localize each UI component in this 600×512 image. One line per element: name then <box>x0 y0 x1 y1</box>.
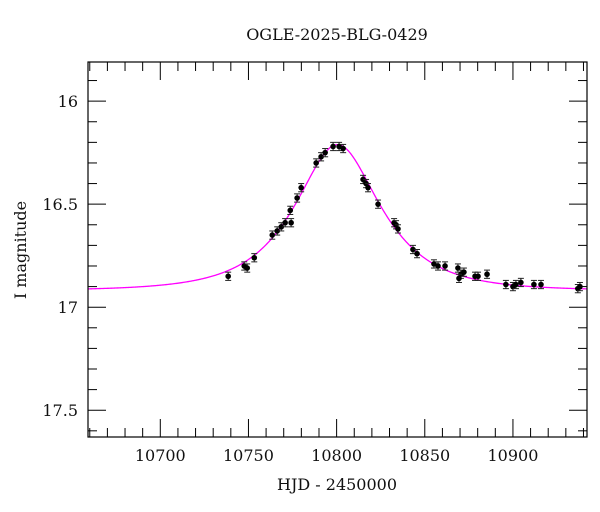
plot-frame <box>87 61 588 438</box>
data-point <box>454 263 461 273</box>
data-point <box>225 271 232 281</box>
data-point <box>394 224 401 234</box>
data-point <box>287 205 294 215</box>
data-point <box>282 218 289 228</box>
y-tick-label: 17 <box>58 298 78 317</box>
data-point <box>322 148 329 158</box>
data-point <box>375 199 382 209</box>
y-tick-label: 17.5 <box>42 401 78 420</box>
y-axis-tick-labels: 16 16.5 17 17.5 <box>42 92 78 420</box>
data-point <box>460 267 467 277</box>
data-point <box>294 193 301 203</box>
data-point <box>313 158 320 168</box>
x-tick-label: 10800 <box>311 446 362 465</box>
data-point <box>435 261 442 271</box>
data-point <box>298 183 305 193</box>
y-axis-label: I magnitude <box>11 201 30 299</box>
data-point <box>244 263 251 273</box>
data-point <box>241 261 248 271</box>
data-point <box>517 277 524 288</box>
x-tick-label: 10750 <box>223 446 274 465</box>
x-axis-tick-labels: 10700 10750 10800 10850 10900 <box>135 446 539 465</box>
data-point <box>502 279 509 290</box>
y-tick-label: 16 <box>58 92 78 111</box>
data-point <box>475 271 482 281</box>
data-point <box>340 143 347 154</box>
data-point <box>509 281 516 292</box>
data-point <box>288 218 295 228</box>
data-point <box>442 261 449 271</box>
data-point <box>251 253 258 263</box>
data-point <box>484 269 491 279</box>
data-point <box>365 183 372 193</box>
model-curve <box>88 143 587 290</box>
x-tick-label: 10850 <box>399 446 450 465</box>
x-axis-label: HJD - 2450000 <box>277 475 397 494</box>
data-point <box>537 279 544 290</box>
data-point <box>330 141 337 152</box>
data-point <box>409 244 416 255</box>
data-point <box>414 249 421 259</box>
data-point <box>530 279 537 290</box>
data-point <box>269 230 276 240</box>
chart-title: OGLE-2025-BLG-0429 <box>246 25 428 44</box>
model-line <box>88 143 587 290</box>
plot-area <box>87 61 588 438</box>
data-point <box>512 279 519 290</box>
x-tick-label: 10700 <box>135 446 186 465</box>
axis-ticks <box>88 62 587 437</box>
data-point <box>455 273 462 283</box>
data-points <box>225 141 583 294</box>
x-tick-label: 10900 <box>487 446 538 465</box>
y-tick-label: 16.5 <box>42 195 78 214</box>
